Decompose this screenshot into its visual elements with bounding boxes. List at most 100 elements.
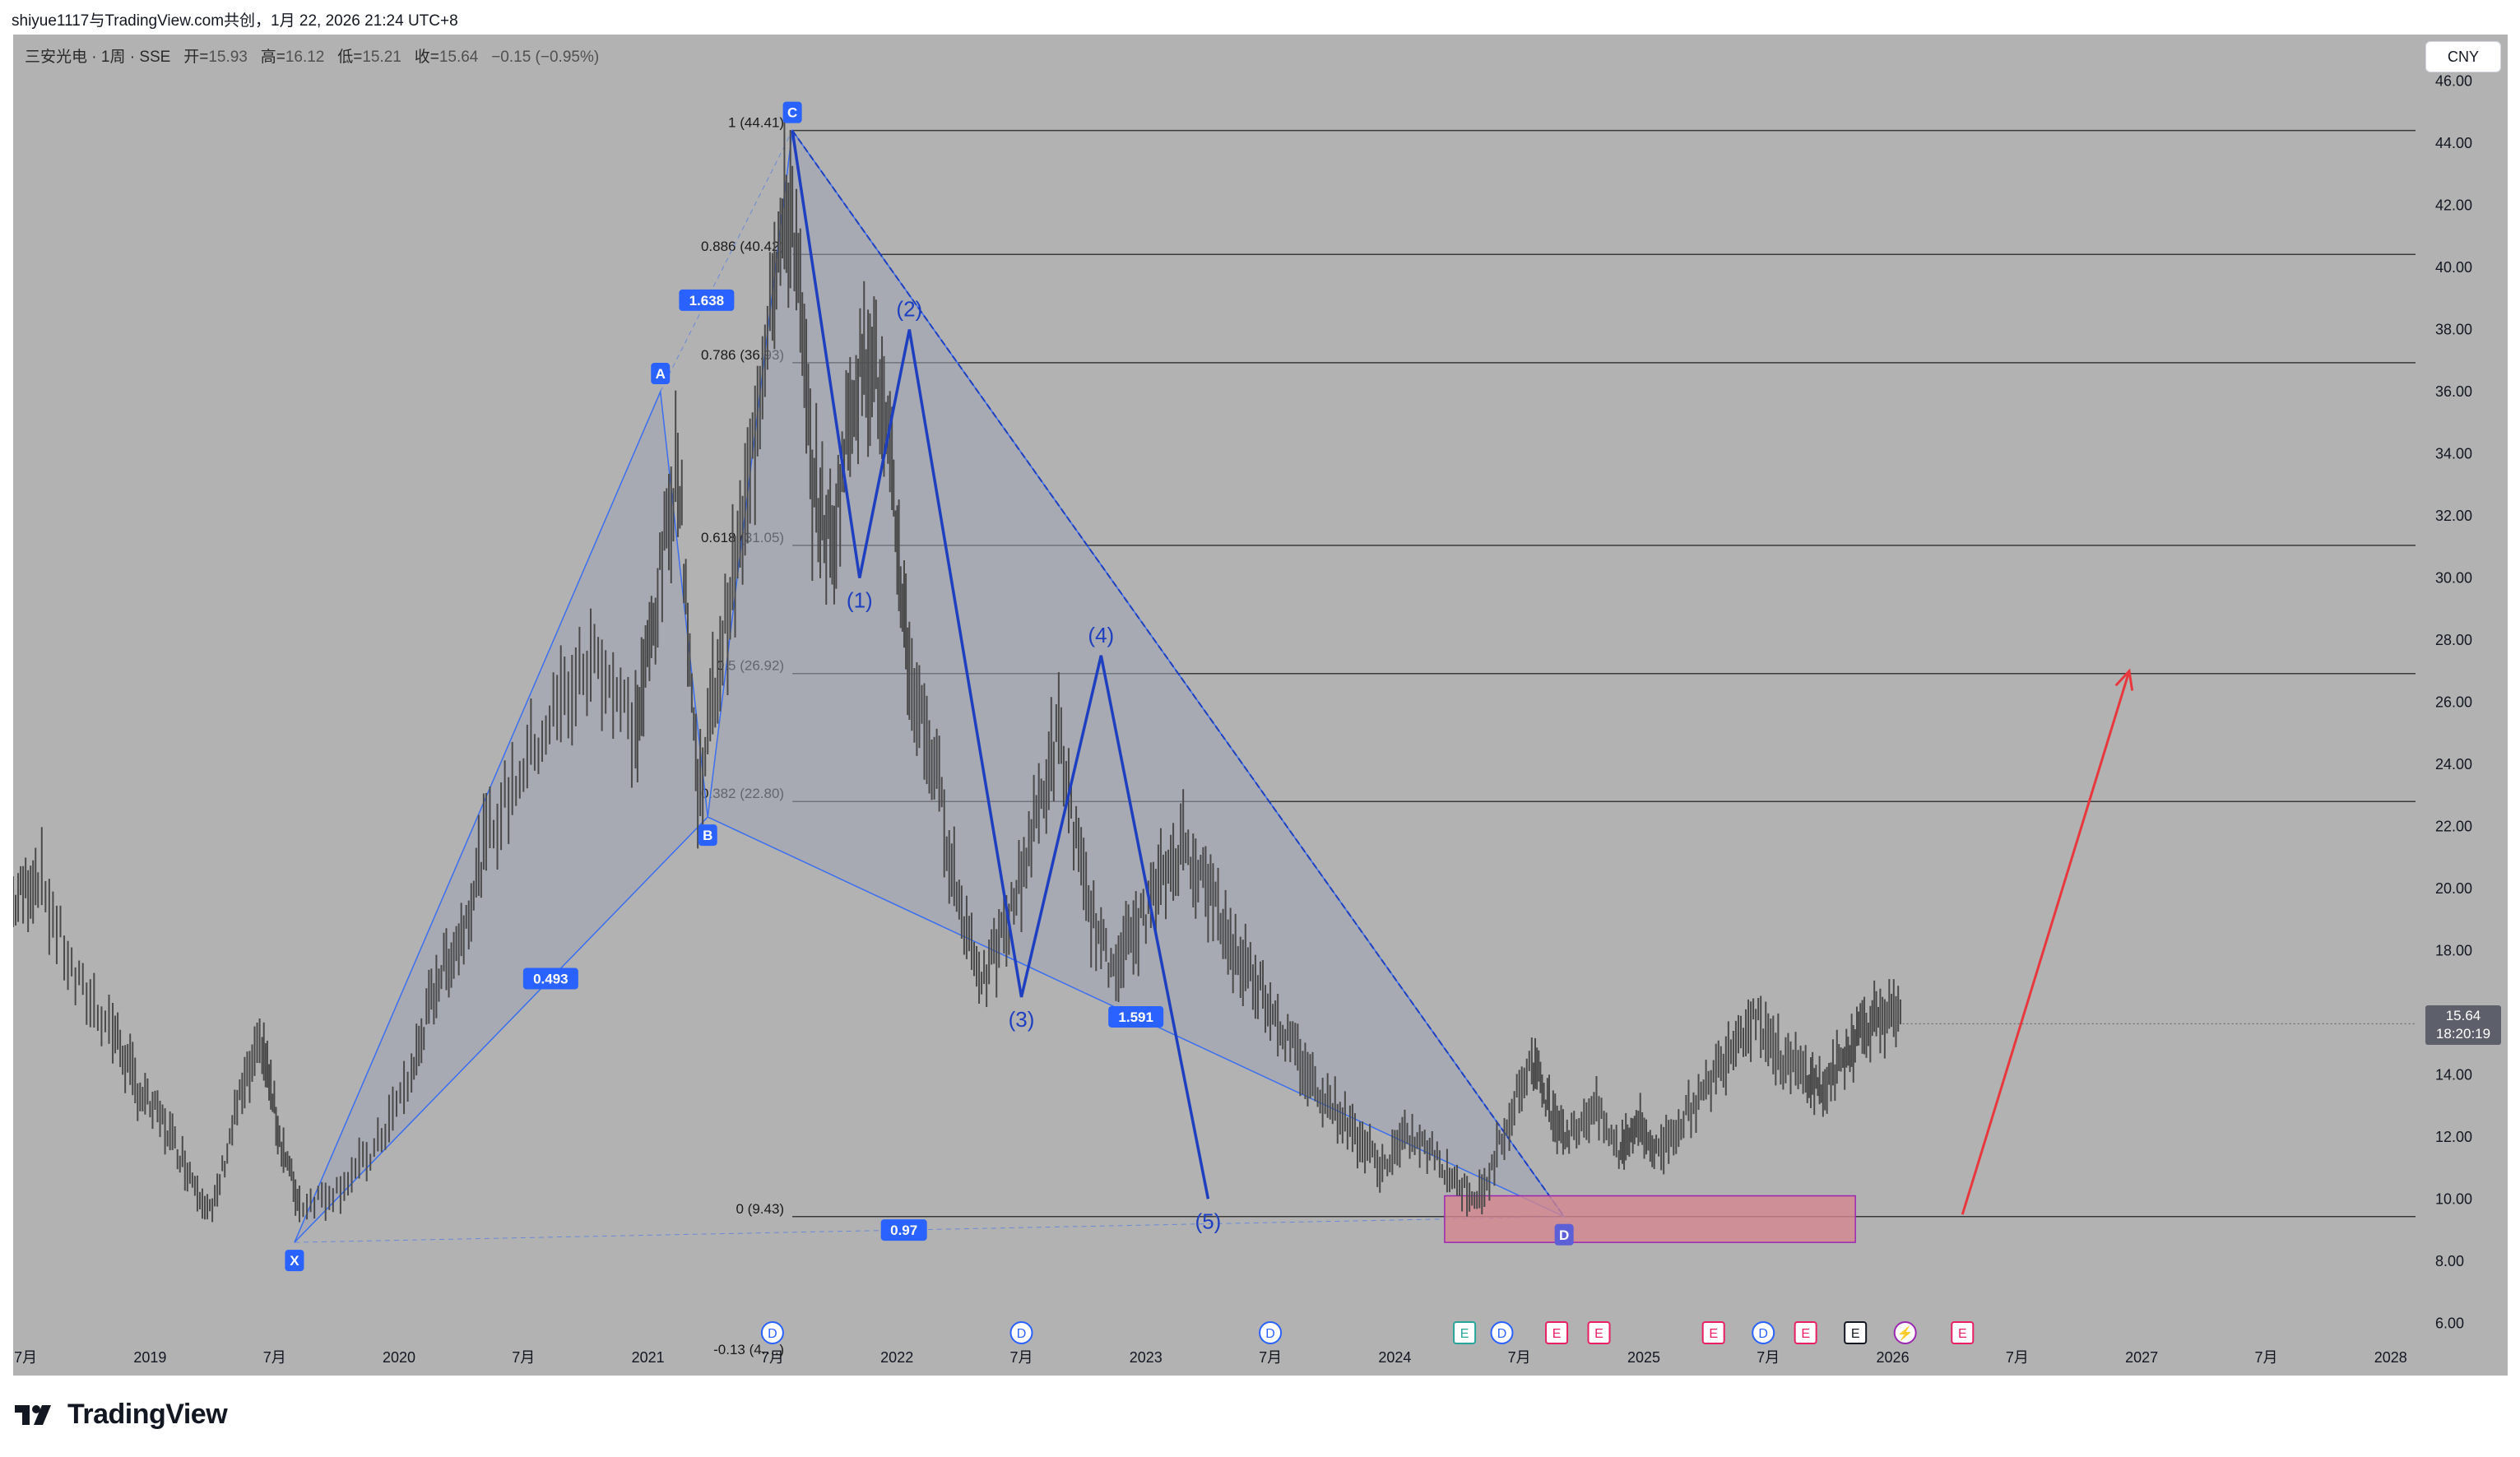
fib-level-label: 0 (9.43) (736, 1201, 785, 1217)
pattern-point-X: X (285, 1250, 304, 1272)
chart-area[interactable]: 46.00 44.00 42.00 40.00 38.00 36.00 34.00 32.00… (13, 35, 2508, 1376)
ratio-label-XD-text: 0.97 (890, 1223, 917, 1238)
symbol-legend: 三安光电 · 1周 · SSE 开=15.93 高=16.12 低=15.21 … (25, 44, 599, 67)
pattern-point-C-text: C (787, 105, 797, 121)
y-tick-label: 8.00 (2435, 1253, 2464, 1269)
pattern-point-D: D (1554, 1223, 1574, 1246)
pattern-point-X-text: X (290, 1253, 299, 1269)
x-tick-label: 2028 (2374, 1349, 2407, 1366)
low-label: 低= (337, 49, 363, 66)
y-tick-label: 6.00 (2435, 1315, 2464, 1331)
event-marker-bg (1009, 1321, 1033, 1344)
y-tick-label: 40.00 (2435, 259, 2472, 276)
event-marker-label: E (1460, 1327, 1469, 1341)
event-marker-label: E (1958, 1327, 1967, 1341)
currency-button[interactable]: CNY (2425, 41, 2501, 72)
y-tick-label: 26.00 (2435, 694, 2472, 710)
close-label: 收= (414, 49, 439, 66)
fib-level-label: -0.13 (4.…) (713, 1342, 784, 1357)
event-marker-label: D (1758, 1327, 1768, 1341)
event-marker-label: D (768, 1327, 777, 1341)
event-marker-label: D (1017, 1327, 1027, 1341)
x-tick-label: 7月 (1259, 1349, 1282, 1366)
event-marker-bg (1893, 1321, 1917, 1344)
ratio-label-XB-text: 0.493 (533, 972, 569, 987)
fib-level-label: 1 (44.41) (728, 115, 784, 131)
event-marker-bg (1453, 1321, 1477, 1344)
x-tick-label: 7月 (512, 1349, 535, 1366)
y-tick-label: 36.00 (2435, 383, 2472, 400)
forecast-arrow-head (2114, 668, 2134, 691)
event-marker-bg (1587, 1321, 1611, 1344)
ratio-label-XD: 0.97 (880, 1219, 927, 1241)
pattern-point-B-bg (698, 824, 717, 847)
shared-by-caption: shiyue1117与TradingView.com共创，1月 22, 2026… (12, 12, 458, 30)
pattern-point-C: C (782, 101, 802, 123)
event-marker-bg (1545, 1321, 1569, 1344)
y-tick-label: 10.00 (2435, 1190, 2472, 1207)
x-tick-label: 7月 (14, 1349, 37, 1366)
y-tick-label: 12.00 (2435, 1129, 2472, 1145)
forecast-arrow-line (1961, 670, 2131, 1215)
y-tick-label: 14.00 (2435, 1066, 2472, 1083)
x-tick-label: 2022 (880, 1349, 913, 1366)
tradingview-logo-icon (15, 1404, 51, 1425)
x-tick-label: 7月 (2006, 1349, 2029, 1366)
last-price-value: 15.64 (2445, 1008, 2481, 1024)
event-marker-bg (1752, 1321, 1775, 1344)
open-label: 开= (183, 49, 209, 66)
ratio-label-BD-bg (1108, 1005, 1164, 1028)
ratio-label-BD: 1.591 (1108, 1005, 1164, 1028)
x-tick-label: 7月 (2254, 1349, 2277, 1366)
high-value: 16.12 (285, 49, 325, 66)
event-marker-bg (1844, 1321, 1868, 1344)
y-tick-label: 32.00 (2435, 508, 2472, 524)
pattern-point-D-text: D (1559, 1227, 1569, 1243)
y-tick-label: 24.00 (2435, 756, 2472, 773)
event-marker-label: D (1265, 1327, 1275, 1341)
event-marker-bg (1951, 1321, 1975, 1344)
target-zone-box (1444, 1195, 1856, 1243)
y-tick-label: 34.00 (2435, 446, 2472, 462)
y-tick-label: 44.00 (2435, 135, 2472, 151)
x-tick-label: 7月 (1757, 1349, 1780, 1366)
event-marker-label: ⚡ (1897, 1325, 1914, 1341)
change-value: −0.15 (−0.95%) (491, 49, 600, 66)
y-tick-label: 42.00 (2435, 197, 2472, 214)
chart-canvas[interactable]: 46.00 44.00 42.00 40.00 38.00 36.00 34.00 32.00… (13, 35, 2508, 1376)
close-value: 15.64 (439, 49, 479, 66)
ratio-label-XB-bg (522, 967, 578, 990)
cd-dashed-line (791, 130, 1565, 1218)
symbol-name: 三安光电 · 1周 · SSE (25, 49, 171, 66)
y-tick-label: 38.00 (2435, 322, 2472, 338)
x-tick-label: 2027 (2125, 1349, 2158, 1366)
event-marker-bg (1490, 1321, 1514, 1344)
pattern-point-C-bg (782, 101, 802, 123)
elliott-wave-path (791, 130, 1210, 1199)
event-marker-label: E (1594, 1327, 1603, 1341)
tradingview-logo[interactable]: TradingView (15, 1399, 228, 1431)
y-tick-label: 22.00 (2435, 818, 2472, 834)
x-tick-label: 2021 (632, 1349, 665, 1366)
x-tick-label: 7月 (761, 1349, 784, 1366)
event-marker-bg (1794, 1321, 1817, 1344)
x-tick-label: 2023 (1130, 1349, 1163, 1366)
y-tick-label: 18.00 (2435, 942, 2472, 958)
open-value: 15.93 (208, 49, 248, 66)
y-tick-label: 28.00 (2435, 632, 2472, 648)
fib-level-label: 0.886 (40.42) (701, 239, 784, 254)
ratio-label-AC: 1.638 (679, 289, 735, 311)
y-tick-label: 20.00 (2435, 880, 2472, 897)
price-bars (13, 121, 1901, 1223)
event-marker-label: E (1801, 1327, 1810, 1341)
event-marker-bg (1701, 1321, 1725, 1344)
ratio-label-AC-text: 1.638 (689, 293, 725, 309)
x-tick-label: 7月 (1508, 1349, 1531, 1366)
elliott-wave-label: (5) (1195, 1209, 1222, 1233)
logo-text: TradingView (67, 1399, 228, 1430)
low-value: 15.21 (362, 49, 401, 66)
y-tick-label: 30.00 (2435, 569, 2472, 586)
event-marker-label: E (1851, 1327, 1860, 1341)
ratio-label-BD-text: 1.591 (1118, 1009, 1153, 1025)
y-tick-label: 46.00 (2435, 73, 2472, 90)
